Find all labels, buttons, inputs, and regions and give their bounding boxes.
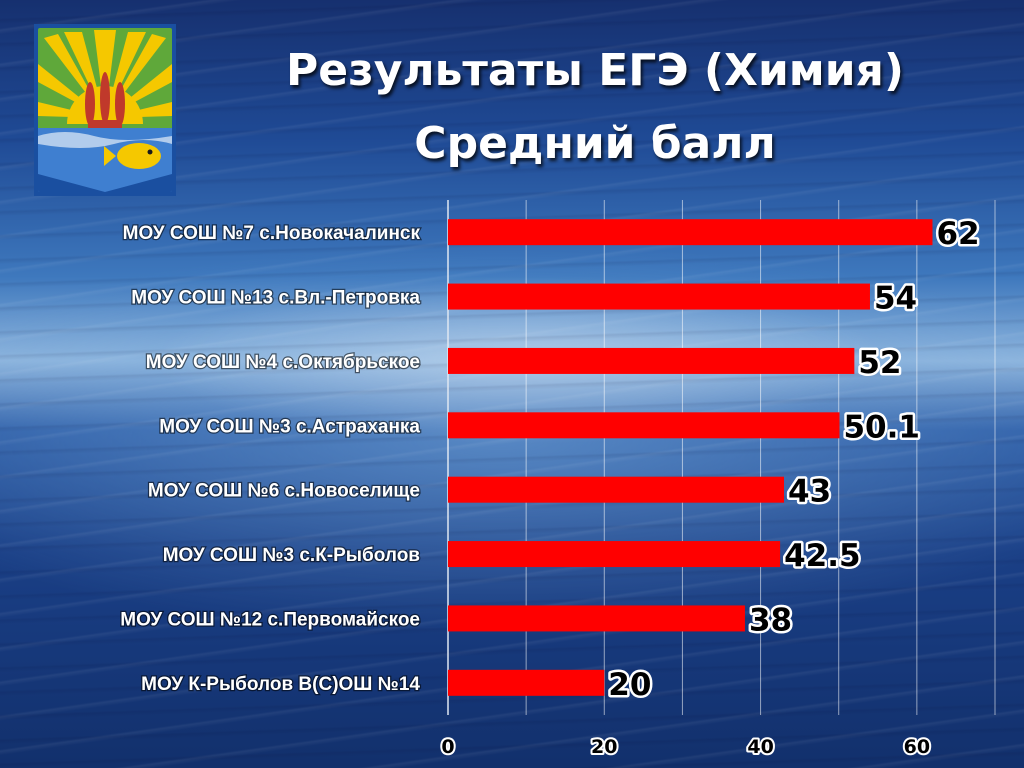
bar [448,219,933,246]
data-label: 42.5 [784,538,861,574]
category-label: МОУ СОШ №13 с.Вл.-Петровка [131,288,420,309]
coat-of-arms-icon [34,24,176,196]
bar [448,283,870,310]
x-tick-label: 0 [441,736,454,758]
data-label: 54 [874,281,917,317]
bar [448,669,605,696]
bar [448,605,745,632]
data-label: 38 [749,602,792,638]
bar [448,347,855,374]
x-tick-label: 40 [747,736,773,758]
x-tick-label: 60 [904,736,930,758]
bar [448,476,785,503]
category-labels: МОУ СОШ №7 с.Новокачалинск МОУ СОШ №13 с.… [119,222,422,696]
page-subtitle: Средний балл [414,118,776,169]
category-label: МОУ СОШ №7 с.Новокачалинск [123,223,421,244]
category-label: МОУ СОШ №12 с.Первомайское [120,609,420,630]
page-title: Результаты ЕГЭ (Химия) [286,45,904,96]
bar [448,541,781,568]
data-label: 20 [608,667,651,703]
data-label: 52 [858,345,901,381]
data-label: 62 [936,216,979,252]
category-label: МОУ СОШ №3 с.К-Рыболов [163,545,420,566]
x-tick-label: 20 [591,736,617,758]
grid-layer [447,200,996,715]
bar [448,412,840,439]
data-label: 50.1 [843,409,920,445]
category-label: МОУ К-Рыболов В(С)ОШ №14 [141,674,420,695]
value-labels: 62 54 52 50.1 43 42.5 38 20 [606,214,982,706]
bar-layer [448,219,933,696]
x-tick-labels: 0 20 40 60 [439,734,932,760]
category-label: МОУ СОШ №3 с.Астраханка [159,416,420,437]
category-label: МОУ СОШ №6 с.Новоселище [148,481,420,502]
category-label: МОУ СОШ №4 с.Октябрьское [146,352,420,373]
data-label: 43 [788,474,831,510]
